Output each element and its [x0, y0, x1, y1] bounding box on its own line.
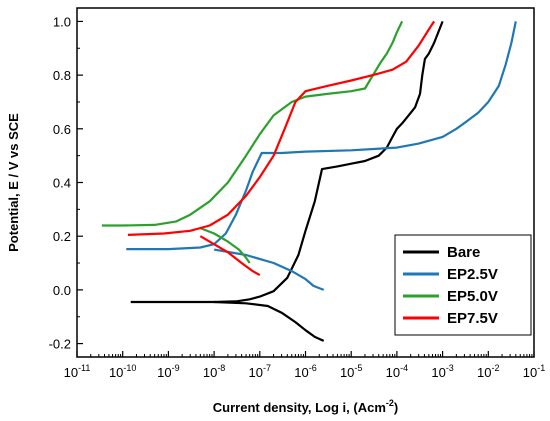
x-tick-label: 10-8 — [203, 363, 225, 380]
y-tick-label: 0.2 — [53, 229, 71, 244]
x-tick-base: 10 — [523, 365, 537, 380]
x-tick-label: 10-11 — [64, 363, 91, 380]
x-tick-exponent: -2 — [492, 363, 500, 373]
x-tick-label: 10-3 — [431, 363, 453, 380]
series-ep7-5v-cathodic-line — [199, 235, 261, 277]
x-tick-exponent: -11 — [78, 363, 90, 373]
series-ep7-5v-anodic-line — [127, 20, 436, 236]
x-axis: 10-11 10-10 10-9 10-8 10-7 10-6 10-5 10-4 10-3 10… — [64, 351, 545, 380]
x-axis-title-main: Current density, Log i, (Acm — [213, 400, 386, 415]
x-axis-title-end: ) — [394, 400, 398, 415]
x-tick-base: 10 — [294, 365, 308, 380]
x-tick-label: 10-6 — [294, 363, 316, 380]
x-tick-exponent: -6 — [309, 363, 317, 373]
y-tick-label: -0.2 — [49, 337, 71, 352]
x-axis-title: Current density, Log i, (Acm-2) — [213, 398, 398, 415]
x-tick-exponent: -7 — [263, 363, 271, 373]
series-ep5-0v-anodic-line — [101, 20, 404, 227]
x-tick-label: 10-10 — [109, 363, 136, 380]
x-tick-base: 10 — [477, 365, 491, 380]
legend-label: EP5.0V — [447, 288, 498, 305]
x-tick-label: 10-9 — [157, 363, 179, 380]
y-tick-label: 0.4 — [53, 176, 71, 191]
x-tick-base: 10 — [386, 365, 400, 380]
x-tick-exponent: -9 — [172, 363, 180, 373]
legend: Bare EP2.5V EP5.0V EP7.5V — [394, 234, 532, 336]
x-tick-base: 10 — [431, 365, 445, 380]
y-tick-label: 1.0 — [53, 14, 71, 29]
x-tick-exponent: -4 — [400, 363, 408, 373]
y-tick-label: 0.6 — [53, 122, 71, 137]
x-tick-base: 10 — [203, 365, 217, 380]
x-tick-label: 10-4 — [386, 363, 408, 380]
x-tick-base: 10 — [157, 365, 171, 380]
x-tick-label: 10-1 — [523, 363, 545, 380]
x-tick-exponent: -3 — [446, 363, 454, 373]
x-tick-base: 10 — [249, 365, 263, 380]
y-tick-label: 0.0 — [53, 283, 71, 298]
x-tick-base: 10 — [64, 365, 78, 380]
y-tick-label: 0.8 — [53, 68, 71, 83]
x-tick-exponent: -1 — [537, 363, 545, 373]
series-ep2-5v-cathodic-line — [213, 248, 325, 291]
y-axis-title: Potential, E / V vs SCE — [6, 113, 21, 252]
x-tick-exponent: -5 — [354, 363, 362, 373]
x-tick-exponent: -8 — [217, 363, 225, 373]
series-bare-cathodic-line — [214, 300, 325, 342]
x-axis-title-exponent: -2 — [386, 398, 394, 408]
x-tick-exponent: -10 — [123, 363, 136, 373]
x-tick-label: 10-5 — [340, 363, 362, 380]
y-axis: -0.2 0.0 0.2 0.4 0.6 0.8 1.0 — [49, 14, 83, 352]
x-tick-label: 10-2 — [477, 363, 499, 380]
series-ep2-5v-anodic-line — [126, 21, 517, 251]
x-tick-label: 10-7 — [249, 363, 271, 380]
legend-label: EP7.5V — [447, 310, 498, 327]
x-tick-base: 10 — [109, 365, 123, 380]
x-tick-base: 10 — [340, 365, 354, 380]
legend-label: EP2.5V — [447, 266, 498, 283]
curves-layer — [101, 20, 517, 342]
legend-label: Bare — [447, 244, 480, 261]
series-ep5-0v-cathodic-line — [199, 227, 251, 264]
series-bare-anodic-line — [130, 20, 444, 304]
